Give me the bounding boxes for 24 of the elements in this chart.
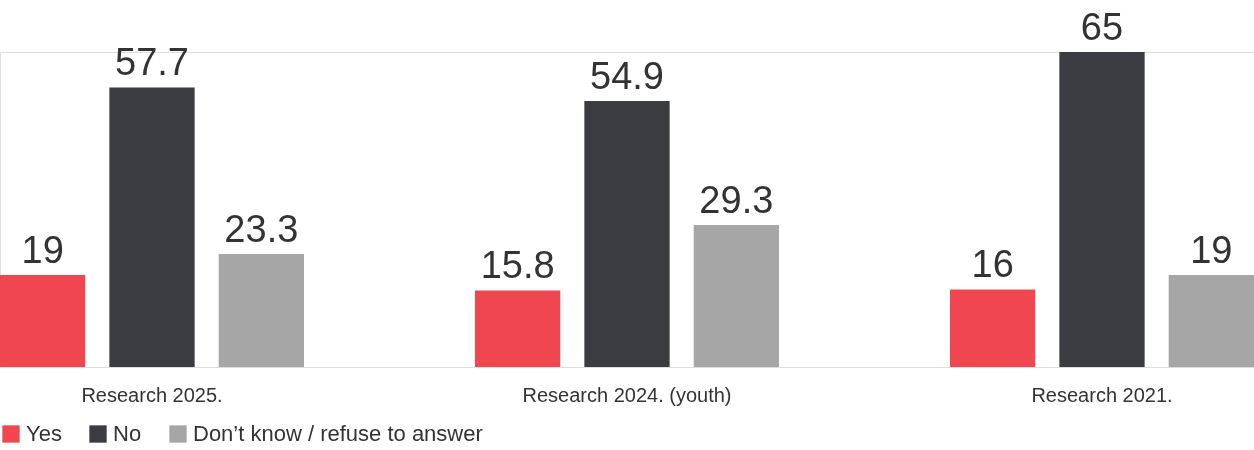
bar <box>693 225 779 367</box>
x-tick-label: Research 2021. <box>1031 383 1173 406</box>
legend-label: No <box>113 421 142 446</box>
bar <box>0 274 86 367</box>
x-tick-label: Research 2025. <box>81 383 223 406</box>
data-label: 65 <box>1080 6 1124 48</box>
legend-label: Don’t know / refuse to answer <box>193 421 483 446</box>
data-label: 16 <box>971 243 1014 286</box>
bar <box>218 254 304 367</box>
bar <box>109 87 195 367</box>
bar <box>584 100 670 367</box>
data-label: 15.8 <box>480 244 555 287</box>
bar <box>950 289 1036 367</box>
bar <box>1059 52 1145 367</box>
data-label: 29.3 <box>699 179 774 222</box>
bar <box>1168 274 1254 367</box>
x-tick-label: Research 2024. (youth) <box>522 383 732 406</box>
bar <box>475 290 561 367</box>
data-label: 23.3 <box>224 208 299 251</box>
data-label: 19 <box>1190 228 1233 271</box>
data-label: 19 <box>21 228 64 271</box>
data-label: 54.9 <box>590 54 664 97</box>
data-label: 57.7 <box>115 41 189 84</box>
legend-label: Yes <box>26 421 62 446</box>
